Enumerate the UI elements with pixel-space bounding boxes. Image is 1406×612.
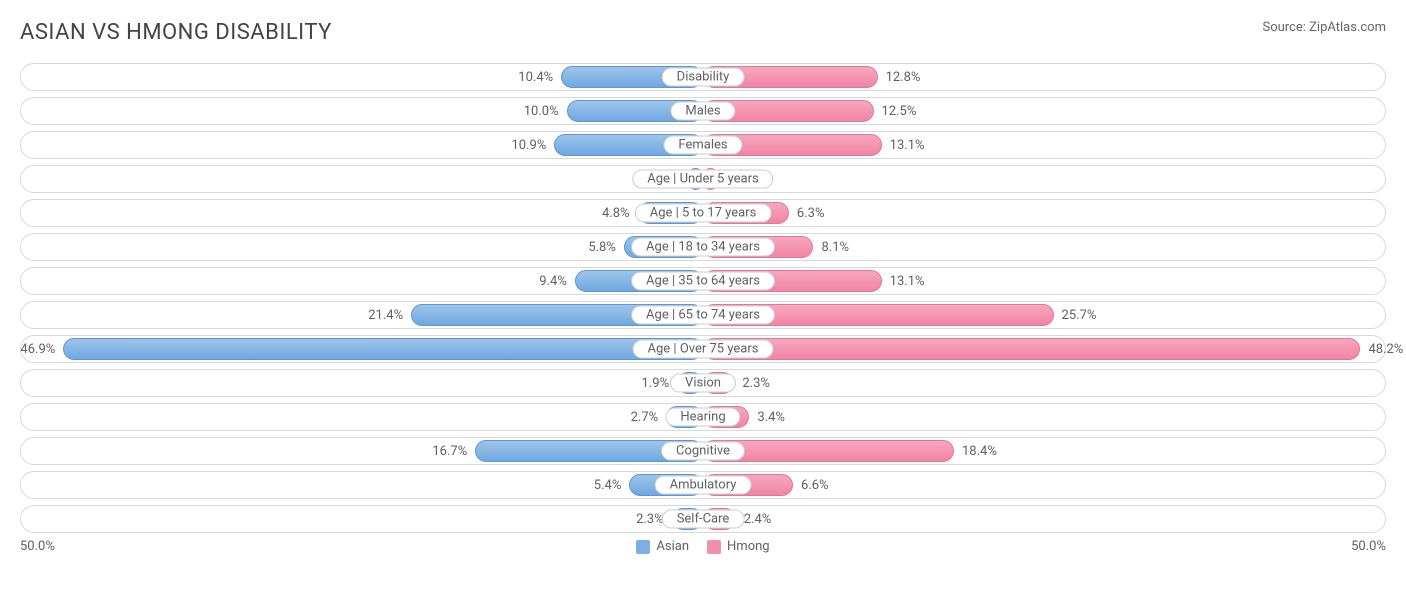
chart-row: 2.7% 3.4% Hearing xyxy=(20,403,1386,431)
value-hmong: 6.3% xyxy=(797,200,825,228)
category-label: Age | 18 to 34 years xyxy=(631,238,775,257)
axis-right-max: 50.0% xyxy=(1326,539,1386,554)
value-hmong: 2.3% xyxy=(742,370,770,398)
bar-hmong xyxy=(703,338,1360,360)
category-label: Age | 65 to 74 years xyxy=(631,306,775,325)
value-asian: 21.4% xyxy=(368,302,403,330)
category-label: Self-Care xyxy=(662,510,745,529)
chart-row: 21.4% 25.7% Age | 65 to 74 years xyxy=(20,301,1386,329)
category-label: Age | Under 5 years xyxy=(632,170,773,189)
value-hmong: 3.4% xyxy=(757,404,785,432)
value-asian: 10.4% xyxy=(518,64,553,92)
chart-row: 46.9%48.2%Age | Over 75 years xyxy=(20,335,1386,363)
value-hmong: 48.2% xyxy=(1368,336,1403,364)
category-label: Ambulatory xyxy=(655,476,752,495)
chart-row: 10.4% 12.8% Disability xyxy=(20,63,1386,91)
category-label: Age | 35 to 64 years xyxy=(631,272,775,291)
chart-row: 10.0% 12.5% Males xyxy=(20,97,1386,125)
chart-source: Source: ZipAtlas.com xyxy=(1262,20,1386,35)
value-hmong: 6.6% xyxy=(801,472,829,500)
value-asian: 2.7% xyxy=(631,404,659,432)
category-label: Cognitive xyxy=(661,442,745,461)
chart-title: ASIAN VS HMONG DISABILITY xyxy=(20,20,332,45)
value-asian: 5.4% xyxy=(594,472,622,500)
legend-item: Asian xyxy=(636,539,689,554)
value-hmong: 8.1% xyxy=(821,234,849,262)
chart-row: 9.4% 13.1% Age | 35 to 64 years xyxy=(20,267,1386,295)
value-hmong: 12.5% xyxy=(882,98,917,126)
chart-row: 1.1%1.1%Age | Under 5 years xyxy=(20,165,1386,193)
category-label: Females xyxy=(663,136,742,155)
value-asian: 10.9% xyxy=(511,132,546,160)
legend-label: Asian xyxy=(656,539,689,554)
category-label: Age | Over 75 years xyxy=(633,340,774,359)
legend-item: Hmong xyxy=(707,539,770,554)
chart-row: 5.8% 8.1% Age | 18 to 34 years xyxy=(20,233,1386,261)
legend: Asian Hmong xyxy=(80,539,1326,554)
value-asian: 16.7% xyxy=(432,438,467,466)
legend-swatch xyxy=(636,540,650,554)
axis-left-max: 50.0% xyxy=(20,539,80,554)
chart-header: ASIAN VS HMONG DISABILITY Source: ZipAtl… xyxy=(20,20,1386,45)
legend-swatch xyxy=(707,540,721,554)
diverging-bar-chart: 10.4% 12.8% Disability 10.0% 12.5% Males 10.9%… xyxy=(20,63,1386,533)
chart-row: 2.3% 2.4%Self-Care xyxy=(20,505,1386,533)
category-label: Vision xyxy=(670,374,736,393)
chart-row: 1.9% 2.3% Vision xyxy=(20,369,1386,397)
category-label: Age | 5 to 17 years xyxy=(635,204,772,223)
value-hmong: 25.7% xyxy=(1062,302,1097,330)
bar-asian xyxy=(63,338,703,360)
legend-label: Hmong xyxy=(727,539,770,554)
value-hmong: 13.1% xyxy=(890,132,925,160)
chart-footer: 50.0% Asian Hmong 50.0% xyxy=(20,539,1386,554)
value-asian: 2.3% xyxy=(636,506,664,534)
chart-row: 5.4% 6.6% Ambulatory xyxy=(20,471,1386,499)
chart-row: 10.9% 13.1% Females xyxy=(20,131,1386,159)
category-label: Males xyxy=(670,102,735,121)
value-hmong: 18.4% xyxy=(962,438,997,466)
value-hmong: 2.4% xyxy=(744,506,772,534)
value-hmong: 13.1% xyxy=(890,268,925,296)
value-asian: 10.0% xyxy=(524,98,559,126)
chart-row: 4.8% 6.3% Age | 5 to 17 years xyxy=(20,199,1386,227)
value-asian: 5.8% xyxy=(588,234,616,262)
value-asian: 9.4% xyxy=(539,268,567,296)
category-label: Disability xyxy=(662,68,745,87)
chart-row: 16.7% 18.4% Cognitive xyxy=(20,437,1386,465)
value-asian: 4.8% xyxy=(602,200,630,228)
value-hmong: 12.8% xyxy=(886,64,921,92)
category-label: Hearing xyxy=(665,408,740,427)
value-asian: 46.9% xyxy=(20,336,55,364)
value-asian: 1.9% xyxy=(642,370,670,398)
